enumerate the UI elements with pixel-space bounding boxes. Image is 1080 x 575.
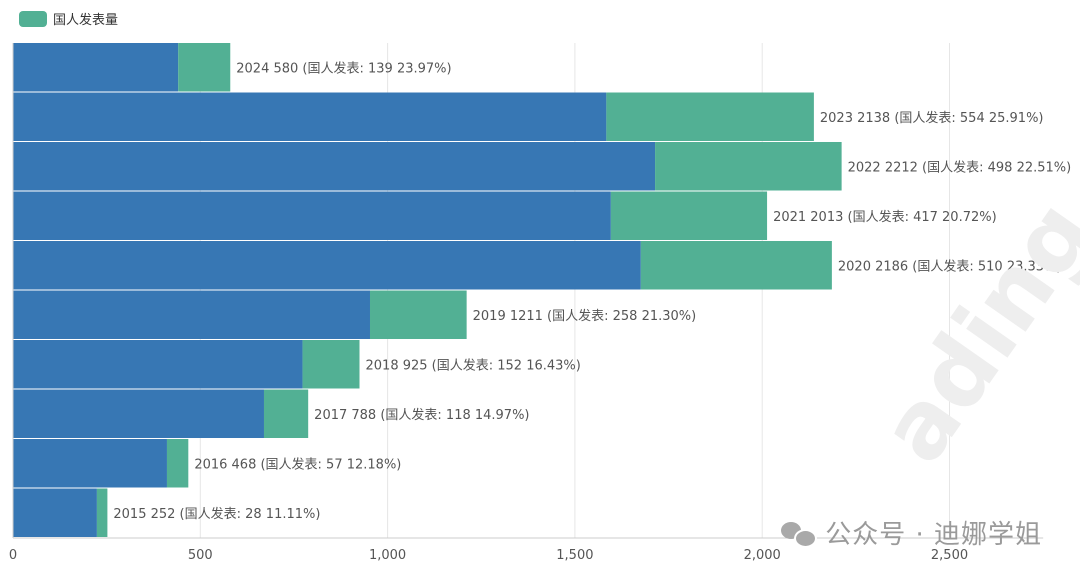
x-tick-label: 1,000 bbox=[369, 548, 406, 563]
bar-segment-domestic bbox=[606, 92, 814, 141]
data-label: 2020 2186 (国人发表: 510 23.33%) bbox=[838, 258, 1062, 274]
watermark: 公众号 · 迪娜学姐 bbox=[781, 514, 1042, 551]
bar-segment-domestic bbox=[610, 191, 768, 240]
bar-segment-domestic bbox=[263, 389, 309, 438]
bar-segment-other bbox=[13, 340, 303, 389]
data-label: 2022 2212 (国人发表: 498 22.51%) bbox=[848, 159, 1072, 175]
bar-segment-domestic bbox=[166, 439, 189, 488]
bar-segment-other bbox=[13, 290, 370, 339]
x-tick-label: 2,500 bbox=[931, 548, 968, 563]
bar-segment-domestic bbox=[302, 340, 360, 389]
bar-segment-other bbox=[13, 241, 641, 290]
x-tick-label: 2,000 bbox=[744, 548, 781, 563]
data-label: 2018 925 (国人发表: 152 16.43%) bbox=[366, 357, 581, 373]
data-label: 2017 788 (国人发表: 118 14.97%) bbox=[314, 407, 529, 423]
bar-segment-domestic bbox=[655, 142, 842, 191]
wechat-icon bbox=[781, 520, 818, 548]
data-label: 2015 252 (国人发表: 28 11.11%) bbox=[113, 506, 320, 522]
data-label: 2019 1211 (国人发表: 258 21.30%) bbox=[473, 308, 697, 324]
watermark-text: 公众号 · 迪娜学姐 bbox=[825, 520, 1042, 550]
bar-segment-other bbox=[13, 43, 179, 92]
bar-segment-other bbox=[13, 191, 611, 240]
legend: 国人发表量 bbox=[19, 9, 118, 28]
data-label: 2024 580 (国人发表: 139 23.97%) bbox=[236, 60, 451, 76]
x-tick-label: 1,500 bbox=[556, 548, 593, 563]
x-tick-label: 500 bbox=[188, 548, 213, 563]
bar-segment-domestic bbox=[178, 43, 231, 92]
data-label: 2021 2013 (国人发表: 417 20.72%) bbox=[773, 209, 997, 225]
data-label: 2016 468 (国人发表: 57 12.18%) bbox=[194, 456, 401, 472]
data-label: 2023 2138 (国人发表: 554 25.91%) bbox=[820, 110, 1044, 126]
bar-segment-domestic bbox=[640, 241, 832, 290]
bar-segment-other bbox=[13, 488, 97, 537]
bar-segment-other bbox=[13, 439, 167, 488]
bar-segment-other bbox=[13, 92, 607, 141]
bar-segment-domestic bbox=[96, 488, 108, 537]
bar-segment-other bbox=[13, 142, 656, 191]
legend-swatch bbox=[19, 10, 47, 27]
bar-segment-domestic bbox=[369, 290, 467, 339]
legend-label: 国人发表量 bbox=[53, 13, 119, 28]
bar-segment-other bbox=[13, 389, 264, 438]
x-tick-label: 0 bbox=[9, 548, 17, 563]
